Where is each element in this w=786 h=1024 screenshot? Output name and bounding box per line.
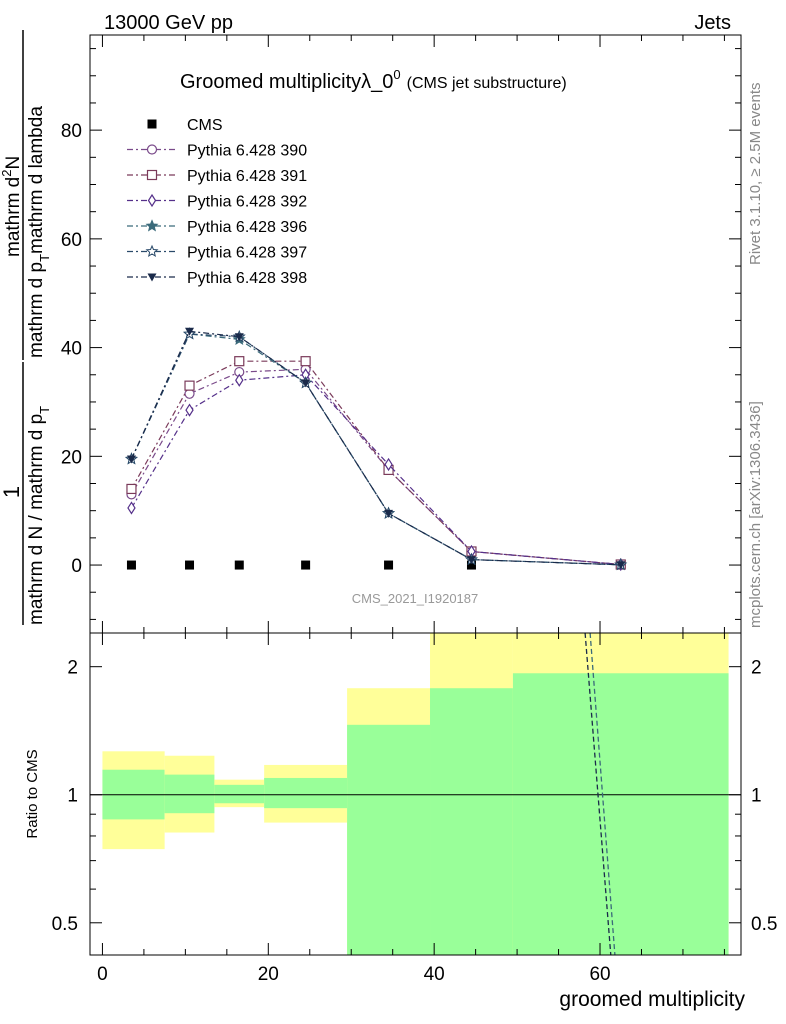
data-point xyxy=(185,403,194,417)
legend-label: Pythia 6.428 391 xyxy=(187,168,307,185)
ratio-plot-frame xyxy=(89,632,742,956)
ratio-y-tick-label-right: 1 xyxy=(751,786,762,807)
legend-marker xyxy=(146,169,158,181)
legend-label: Pythia 6.428 397 xyxy=(187,245,307,262)
main-y-tick-label: 0 xyxy=(71,556,82,577)
data-point xyxy=(185,560,195,570)
legend-label: Pythia 6.428 390 xyxy=(187,143,307,160)
data-point xyxy=(234,333,244,342)
main-y-tick-label: 20 xyxy=(61,447,82,468)
ratio-y-axis: 0.5 0.5 1 1 2 2 xyxy=(52,658,778,935)
legend-label: CMS xyxy=(187,117,223,134)
legend-label: Pythia 6.428 396 xyxy=(187,219,307,236)
legend-label: Pythia 6.428 392 xyxy=(187,194,307,211)
series-pythia-6-428-398 xyxy=(126,327,626,570)
data-point xyxy=(616,561,626,570)
analysis-watermark: CMS_2021_I1920187 xyxy=(352,591,479,606)
legend-marker xyxy=(147,273,157,282)
data-point xyxy=(300,356,311,367)
data-point xyxy=(301,560,311,570)
legend-marker xyxy=(147,193,157,208)
mcplots-label: mcplots.cern.ch [arXiv:1306.3436] xyxy=(747,401,764,628)
rivet-version-label: Rivet 3.1.10, ≥ 2.5M events xyxy=(747,83,764,266)
x-tick-label: 60 xyxy=(589,964,610,985)
ratio-inner-band xyxy=(430,688,513,955)
data-point xyxy=(126,560,136,570)
data-point xyxy=(234,560,244,570)
data-point xyxy=(384,560,394,570)
data-point xyxy=(126,483,137,495)
series-line xyxy=(130,333,621,566)
data-point xyxy=(184,380,195,391)
legend-label: Pythia 6.428 398 xyxy=(187,270,307,287)
ratio-y-tick-label: 0.5 xyxy=(52,914,78,935)
ratio-inner-band xyxy=(214,784,265,804)
series-pythia-6-428-397 xyxy=(124,327,628,571)
series-line xyxy=(130,368,621,566)
ratio-y-tick-label-right: 0.5 xyxy=(751,914,777,935)
data-point xyxy=(235,373,244,387)
series-line xyxy=(130,330,621,566)
data-point xyxy=(126,455,136,464)
main-y-axis-label: 1 mathrm d N / mathrm d pT mathrm d2N ma… xyxy=(0,30,52,625)
main-y-tick-label: 80 xyxy=(61,121,82,142)
series-line xyxy=(130,360,621,566)
ylabel-rhs-denominator: mathrm d pTmathrm d lambda xyxy=(26,106,52,358)
header-jets-label: Jets xyxy=(694,12,731,34)
x-tick-label: 40 xyxy=(424,964,445,985)
data-point xyxy=(185,327,195,336)
series-pythia-6-428-390 xyxy=(126,364,626,570)
ratio-y-axis-label: Ratio to CMS xyxy=(24,749,41,838)
main-series-layer xyxy=(124,327,628,572)
series-line xyxy=(130,374,621,566)
main-plot-panel: 0 20 40 60 80 Groomed multiplicityλ_00(CMS j… xyxy=(0,30,742,634)
main-x-ticks xyxy=(101,35,725,633)
legend-marker xyxy=(147,119,157,129)
ratio-inner-band xyxy=(164,774,215,814)
ratio-series-line xyxy=(584,632,612,956)
legend: CMS Pythia 6.428 390 Pythia 6.428 391 Pythi… xyxy=(127,117,307,287)
legend-marker xyxy=(146,144,158,155)
ratio-series-layer xyxy=(584,632,616,956)
data-point xyxy=(384,457,393,472)
data-point xyxy=(127,501,136,515)
legend-marker xyxy=(145,244,159,258)
legend-marker xyxy=(145,219,159,232)
chart-title: Groomed multiplicityλ_00(CMS jet substru… xyxy=(180,67,567,93)
ratio-uncertainty-bands xyxy=(102,633,729,955)
ratio-x-axis: 0 20 40 60 xyxy=(97,633,725,985)
data-point xyxy=(234,356,245,367)
main-y-tick-label: 60 xyxy=(61,230,82,251)
series-line xyxy=(130,333,621,566)
x-tick-label: 20 xyxy=(258,964,279,985)
data-point xyxy=(466,556,476,565)
ratio-y-tick-label-right: 2 xyxy=(751,658,762,679)
header-energy-label: 13000 GeV pp xyxy=(104,12,233,34)
ratio-inner-band xyxy=(347,724,431,955)
data-point xyxy=(384,509,394,518)
data-point xyxy=(301,379,311,388)
x-tick-label: 0 xyxy=(97,964,108,985)
series-pythia-6-428-392 xyxy=(127,368,625,572)
ratio-series-line xyxy=(589,632,616,956)
ratio-y-tick-label: 2 xyxy=(67,658,78,679)
ylabel-rhs-numerator: mathrm d2N xyxy=(0,156,24,257)
ratio-inner-band xyxy=(512,673,729,955)
x-axis-label: groomed multiplicity xyxy=(559,988,745,1011)
ylabel-numerator: 1 xyxy=(0,486,24,498)
data-point xyxy=(466,560,476,570)
main-y-tick-label: 40 xyxy=(61,339,82,360)
main-y-axis: 0 20 40 60 80 xyxy=(61,48,741,620)
series-pythia-6-428-396 xyxy=(124,327,628,571)
ylabel-denominator: mathrm d N / mathrm d pT xyxy=(26,406,52,625)
ratio-plot-panel: 0.5 0.5 1 1 2 2 0 20 40 60 Ratio to CMS groomed … xyxy=(24,632,778,1011)
ratio-inner-band xyxy=(264,777,348,809)
ratio-y-tick-label: 1 xyxy=(67,786,78,807)
